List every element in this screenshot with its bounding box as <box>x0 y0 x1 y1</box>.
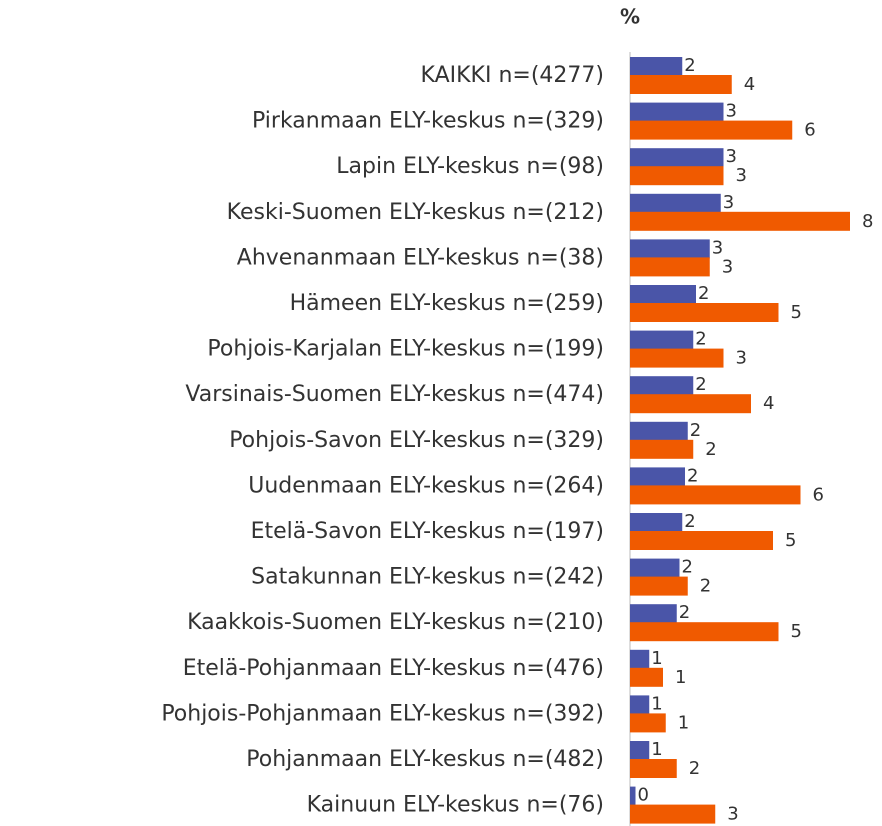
category-label: Satakunnan ELY-keskus n=(242) <box>251 565 604 590</box>
value-label: 2 <box>687 465 698 486</box>
bar <box>630 348 724 368</box>
bar <box>630 604 677 624</box>
bar <box>630 513 683 532</box>
value-label: 3 <box>726 101 737 122</box>
category-label: Ahvenanmaan ELY-keskus n=(38) <box>237 245 604 270</box>
value-label: 4 <box>744 74 755 95</box>
value-label: 2 <box>684 55 695 76</box>
bar <box>630 467 685 487</box>
category-label: Pohjanmaan ELY-keskus n=(482) <box>246 747 604 772</box>
bar <box>630 57 683 76</box>
bar <box>630 558 680 578</box>
bar <box>630 75 732 94</box>
value-label: 2 <box>700 576 711 597</box>
value-label: 2 <box>695 374 706 395</box>
bar <box>630 166 724 186</box>
category-label: Pirkanmaan ELY-keskus n=(329) <box>252 109 604 134</box>
category-label: Lapin ELY-keskus n=(98) <box>336 154 604 179</box>
bar <box>630 804 716 824</box>
category-label: Kaakkois-Suomen ELY-keskus n=(210) <box>187 610 604 635</box>
bar <box>630 713 666 733</box>
value-label: 3 <box>736 165 747 186</box>
value-label: 1 <box>678 712 689 733</box>
value-label: 1 <box>651 739 662 760</box>
bar <box>630 394 751 414</box>
bar <box>630 667 663 687</box>
value-label: 2 <box>695 329 706 350</box>
bar <box>630 148 724 168</box>
value-label: 5 <box>785 530 796 551</box>
value-label: 1 <box>675 667 686 688</box>
bar <box>630 120 793 140</box>
bar <box>630 102 724 122</box>
bar <box>630 649 650 669</box>
bar <box>630 485 801 505</box>
value-label: 2 <box>698 283 709 304</box>
bar <box>630 741 650 760</box>
category-label: Etelä-Savon ELY-keskus n=(197) <box>251 519 604 544</box>
category-label: Hämeen ELY-keskus n=(259) <box>290 291 604 316</box>
bar <box>630 622 779 642</box>
value-label: 4 <box>763 393 774 414</box>
bar <box>630 330 694 350</box>
value-label: 2 <box>682 557 693 578</box>
value-label: 1 <box>651 693 662 714</box>
bar <box>630 786 636 806</box>
bar <box>630 303 779 322</box>
value-label: 2 <box>689 758 700 779</box>
value-label: 6 <box>804 120 815 141</box>
bar <box>630 439 694 459</box>
category-label: Pohjois-Pohjanmaan ELY-keskus n=(392) <box>161 701 604 726</box>
bar <box>630 576 688 596</box>
value-label: 2 <box>684 511 695 532</box>
bar <box>630 421 688 441</box>
bar <box>630 285 696 304</box>
category-label: Uudenmaan ELY-keskus n=(264) <box>248 473 604 498</box>
value-label: 5 <box>791 621 802 642</box>
bar <box>630 759 677 778</box>
category-label: Pohjois-Karjalan ELY-keskus n=(199) <box>207 337 604 362</box>
value-label: 2 <box>690 420 701 441</box>
value-label: 3 <box>712 237 723 258</box>
value-label: 3 <box>736 348 747 369</box>
value-label: 3 <box>727 804 738 825</box>
category-label: Keski-Suomen ELY-keskus n=(212) <box>227 200 604 225</box>
bar <box>630 193 721 213</box>
value-label: 3 <box>726 146 737 167</box>
bar <box>630 531 773 550</box>
value-label: 0 <box>638 785 649 806</box>
category-label: Varsinais-Suomen ELY-keskus n=(474) <box>185 382 604 407</box>
category-label: Kainuun ELY-keskus n=(76) <box>307 793 604 818</box>
value-label: 3 <box>723 192 734 213</box>
value-label: 1 <box>651 648 662 669</box>
bar <box>630 695 650 715</box>
category-label: Etelä-Pohjanmaan ELY-keskus n=(476) <box>183 656 604 681</box>
bar <box>630 257 710 277</box>
value-label: 2 <box>679 602 690 623</box>
bar <box>630 239 710 259</box>
chart-title: % <box>620 5 640 29</box>
category-label: KAIKKI n=(4277) <box>421 63 604 88</box>
value-label: 8 <box>862 211 873 232</box>
bar <box>630 211 850 231</box>
value-label: 3 <box>722 256 733 277</box>
value-label: 2 <box>705 439 716 460</box>
value-label: 5 <box>791 302 802 323</box>
bar <box>630 376 694 396</box>
category-label: Pohjois-Savon ELY-keskus n=(329) <box>229 428 604 453</box>
value-label: 6 <box>813 484 824 505</box>
